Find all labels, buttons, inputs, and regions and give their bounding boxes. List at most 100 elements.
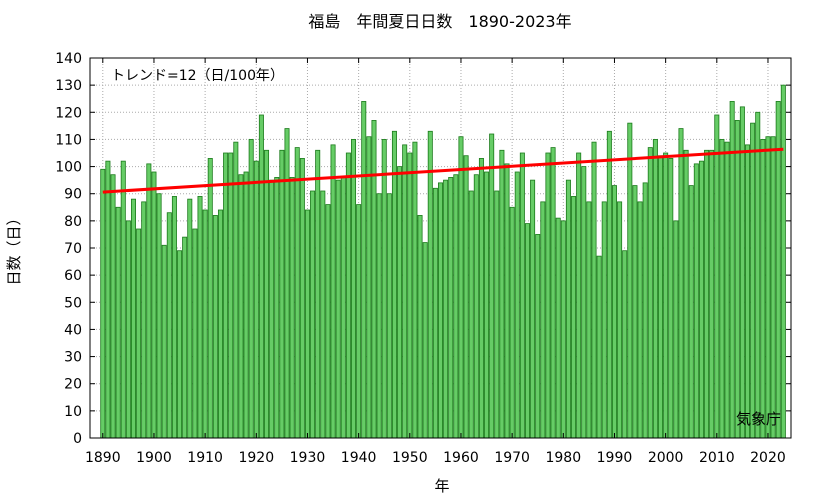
bar-1978 — [550, 147, 556, 439]
bar-2010 — [714, 114, 720, 439]
bar-1916 — [233, 141, 239, 439]
x-tick-label: 2010 — [699, 450, 735, 466]
bar-1933 — [320, 190, 326, 439]
bar-2004 — [683, 149, 689, 439]
trend-label: トレンド=12（日/100年） — [111, 68, 284, 84]
bar-1897 — [136, 228, 142, 439]
bar-1965 — [484, 171, 490, 439]
bar-1946 — [386, 193, 392, 439]
x-tick-label: 1900 — [136, 450, 172, 466]
x-tick-label: 1940 — [341, 450, 377, 466]
bar-2003 — [678, 128, 684, 439]
bar-1970 — [509, 206, 515, 439]
bar-1981 — [565, 179, 571, 439]
bar-1962 — [468, 190, 474, 439]
bar-1921 — [258, 114, 264, 439]
bar-1953 — [422, 242, 428, 439]
x-tick-label: 1970 — [494, 450, 530, 466]
bar-1971 — [514, 171, 520, 439]
bar-1951 — [412, 141, 418, 439]
bar-1986 — [591, 141, 597, 439]
bar-1990 — [611, 185, 617, 439]
bar-2017 — [750, 122, 756, 439]
bar-1898 — [141, 201, 147, 439]
bar-2014 — [734, 120, 740, 439]
bar-1907 — [187, 198, 193, 439]
bar-1934 — [325, 204, 331, 439]
bar-1930 — [304, 209, 310, 439]
bar-1891 — [105, 160, 111, 439]
bar-1982 — [571, 196, 577, 439]
y-tick-label: 80 — [64, 214, 82, 230]
bar-1945 — [381, 139, 387, 439]
bar-1942 — [366, 136, 372, 439]
y-tick-label: 10 — [64, 404, 82, 420]
y-tick-label: 110 — [55, 132, 82, 148]
bar-1968 — [499, 149, 505, 439]
bar-1969 — [504, 163, 510, 439]
bar-1895 — [125, 220, 131, 439]
bar-1989 — [606, 130, 612, 439]
x-tick-label: 1890 — [85, 450, 121, 466]
bar-1995 — [637, 201, 643, 439]
bar-2001 — [668, 158, 674, 439]
bar-1924 — [274, 177, 280, 439]
bar-1996 — [642, 182, 648, 439]
bar-1943 — [371, 120, 377, 439]
bar-2023 — [780, 84, 786, 439]
bar-1957 — [443, 179, 449, 439]
bar-1925 — [279, 149, 285, 439]
chart-title: 福島 年間夏日日数 1890-2023年 — [308, 12, 571, 31]
bar-1937 — [340, 177, 346, 439]
bar-1909 — [197, 196, 203, 439]
bar-1975 — [535, 234, 541, 439]
bar-1902 — [161, 244, 167, 439]
bar-1941 — [361, 101, 367, 439]
bar-1912 — [212, 215, 218, 439]
bar-1926 — [284, 128, 290, 439]
bar-1954 — [427, 130, 433, 439]
bar-1967 — [494, 190, 500, 439]
bar-1958 — [448, 177, 454, 439]
x-tick-label: 1980 — [545, 450, 581, 466]
y-tick-label: 70 — [64, 241, 82, 257]
bar-1893 — [115, 206, 121, 439]
bar-1929 — [299, 158, 305, 439]
bar-1974 — [530, 179, 536, 439]
y-tick-label: 60 — [64, 268, 82, 284]
bar-1901 — [156, 193, 162, 439]
bar-2005 — [688, 185, 694, 439]
bar-1966 — [489, 133, 495, 439]
x-tick-label: 1920 — [238, 450, 274, 466]
credit-label: 気象庁 — [736, 410, 781, 428]
bar-2021 — [770, 136, 776, 439]
bar-1977 — [545, 152, 551, 439]
bar-1894 — [120, 160, 126, 439]
bar-1928 — [294, 147, 300, 439]
bar-1988 — [601, 201, 607, 439]
bar-1955 — [432, 187, 438, 439]
bar-1997 — [647, 147, 653, 439]
bar-1927 — [289, 177, 295, 439]
bar-1906 — [182, 236, 188, 439]
bar-1890 — [100, 168, 106, 439]
y-tick-label: 50 — [64, 295, 82, 311]
bar-1936 — [335, 179, 341, 439]
bar-2007 — [698, 160, 704, 439]
x-tick-label: 1910 — [187, 450, 223, 466]
bar-1980 — [560, 220, 566, 439]
bar-1913 — [217, 209, 223, 439]
bar-1931 — [310, 190, 316, 439]
y-axis-label: 日数（日） — [5, 210, 23, 285]
y-tick-label: 30 — [64, 350, 82, 366]
bar-1920 — [253, 160, 259, 439]
y-tick-label: 20 — [64, 377, 82, 393]
bar-1917 — [238, 174, 244, 439]
bar-1940 — [356, 204, 362, 439]
bar-1903 — [166, 212, 172, 439]
bar-1908 — [192, 228, 198, 439]
bar-1984 — [581, 166, 587, 439]
bar-2019 — [760, 139, 766, 439]
x-tick-label: 1930 — [290, 450, 326, 466]
